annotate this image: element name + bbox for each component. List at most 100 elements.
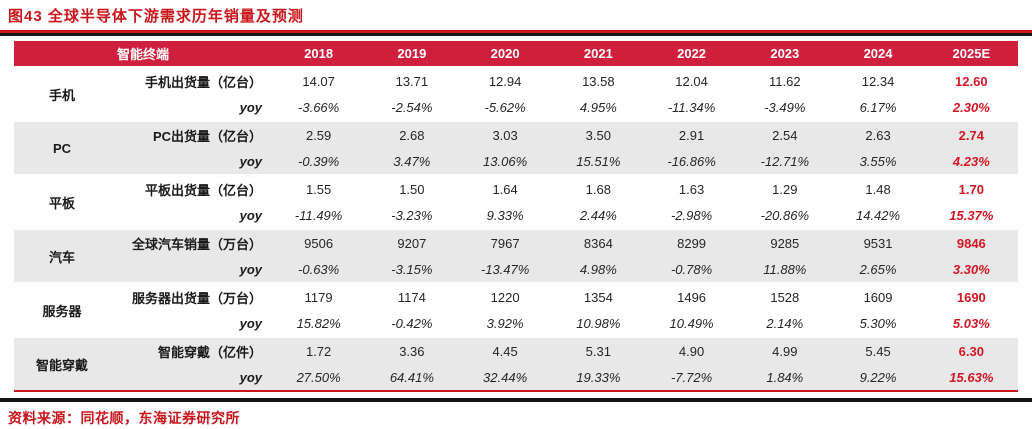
- value-cell: 6.30: [924, 336, 1018, 364]
- metric-label-cell: 平板出货量（亿台）: [110, 174, 273, 202]
- value-cell: 11.62: [738, 66, 832, 94]
- header-cell-year: 2019: [365, 41, 459, 67]
- yoy-value-cell: -2.54%: [391, 99, 433, 115]
- yoy-label-cell: yoy: [239, 315, 263, 331]
- yoy-value-cell: -0.78%: [670, 261, 713, 277]
- yoy-value-cell: 2.14%: [766, 315, 804, 331]
- table-group: 平板 平板出货量（亿台） 1.55 1.50 1.64 1.68 1.63 1.29 1.48 1…: [14, 174, 1018, 229]
- value-cell: 1.63: [644, 174, 739, 202]
- value-cell: 4.45: [458, 336, 552, 364]
- yoy-value-cell: 6.17%: [859, 99, 897, 115]
- yoy-value-cell: -11.49%: [294, 207, 343, 223]
- metric-row: 服务器 服务器出货量（万台） 1179 1174 1220 1354 1496 1528 160…: [14, 282, 1018, 337]
- table-group: 汽车 全球汽车销量（万台） 9506 9207 7967 8364 8299 9285 9531…: [14, 228, 1018, 283]
- value-cell: 2.68: [365, 120, 459, 148]
- yoy-row: yoy 15.82% -0.42% 3.92% 10.98% 10.49% 2.14% 5.3…: [14, 310, 1018, 337]
- category-cell: PC: [14, 120, 110, 175]
- value-cell: 13.58: [551, 66, 645, 94]
- value-cell: 12.34: [831, 66, 925, 94]
- metric-row: 手机 手机出货量（亿台） 14.07 13.71 12.94 13.58 12.04 11.6…: [14, 66, 1018, 121]
- value-cell: 3.03: [458, 120, 552, 148]
- yoy-label-cell: yoy: [239, 153, 263, 169]
- header-cell-year: 2021: [551, 41, 645, 67]
- yoy-value-cell: 3.47%: [393, 153, 431, 169]
- value-cell: 9531: [831, 228, 925, 256]
- yoy-value-cell: 11.88%: [763, 261, 807, 277]
- figure-title: 图43 全球半导体下游需求历年销量及预测: [8, 8, 304, 25]
- value-cell: 1220: [458, 282, 552, 310]
- yoy-value-cell: 2.65%: [859, 261, 897, 277]
- yoy-value-cell: 4.95%: [579, 99, 617, 115]
- value-cell: 2.54: [738, 120, 832, 148]
- category-cell: 汽车: [14, 228, 110, 283]
- value-cell: 1.50: [365, 174, 459, 202]
- value-cell: 12.04: [644, 66, 739, 94]
- value-cell: 13.71: [365, 66, 459, 94]
- yoy-label-cell: yoy: [239, 207, 263, 223]
- yoy-value-cell: -0.39%: [298, 153, 340, 169]
- value-cell: 1.70: [924, 174, 1018, 202]
- value-cell: 2.59: [272, 120, 366, 148]
- yoy-value-cell: -7.72%: [670, 369, 713, 385]
- yoy-value-cell: 5.30%: [859, 315, 897, 331]
- value-cell: 5.45: [831, 336, 925, 364]
- value-cell: 1.48: [831, 174, 925, 202]
- yoy-value-cell: -13.47%: [480, 261, 530, 277]
- value-cell: 1.29: [738, 174, 832, 202]
- value-cell: 1354: [551, 282, 645, 310]
- value-cell: 8299: [644, 228, 739, 256]
- value-cell: 1496: [644, 282, 739, 310]
- yoy-row: yoy -11.49% -3.23% 9.33% 2.44% -2.98% -20.86% 1…: [14, 202, 1018, 229]
- yoy-value-cell: 3.30%: [952, 261, 990, 277]
- value-cell: 2.74: [924, 120, 1018, 148]
- yoy-value-cell: 2.30%: [952, 99, 990, 115]
- header-cell-year: 2020: [458, 41, 552, 67]
- yoy-value-cell: 5.03%: [952, 315, 990, 331]
- yoy-value-cell: 15.37%: [949, 207, 994, 223]
- yoy-value-cell: 10.49%: [669, 315, 714, 331]
- yoy-value-cell: -16.86%: [667, 153, 716, 169]
- yoy-value-cell: 15.82%: [296, 315, 341, 331]
- value-cell: 9285: [738, 228, 832, 256]
- value-cell: 3.50: [551, 120, 645, 148]
- table-group: 手机 手机出货量（亿台） 14.07 13.71 12.94 13.58 12.04 11.6…: [14, 66, 1018, 121]
- yoy-value-cell: 3.92%: [486, 315, 524, 331]
- value-cell: 1.68: [551, 174, 645, 202]
- source-note: 资料来源：同花顺，东海证券研究所: [8, 410, 240, 426]
- value-cell: 14.07: [272, 66, 366, 94]
- yoy-value-cell: 4.23%: [952, 153, 990, 169]
- table-header-row: 智能终端 2018 2019 2020 2021 2022 2023 2024 2025E: [14, 41, 1018, 67]
- category-cell: 手机: [14, 66, 110, 121]
- value-cell: 12.60: [924, 66, 1018, 94]
- metric-row: PC PC出货量（亿台） 2.59 2.68 3.03 3.50 2.91 2.54 2.63 2…: [14, 120, 1018, 175]
- yoy-value-cell: -12.71%: [760, 153, 810, 169]
- metric-row: 平板 平板出货量（亿台） 1.55 1.50 1.64 1.68 1.63 1.29 1.48 1…: [14, 174, 1018, 229]
- header-cell-year: 2022: [644, 41, 739, 67]
- yoy-value-cell: -5.62%: [484, 99, 526, 115]
- metric-label-cell: PC出货量（亿台）: [110, 120, 273, 148]
- yoy-value-cell: -0.63%: [298, 261, 340, 277]
- value-cell: 4.99: [738, 336, 832, 364]
- value-cell: 1.55: [272, 174, 366, 202]
- yoy-row: yoy -3.66% -2.54% -5.62% 4.95% -11.34% -3.49% 6…: [14, 94, 1018, 121]
- yoy-value-cell: 13.06%: [483, 153, 528, 169]
- yoy-value-cell: -3.66%: [298, 99, 340, 115]
- yoy-value-cell: 14.42%: [855, 207, 901, 223]
- value-cell: 9207: [365, 228, 459, 256]
- category-cell: 智能穿戴: [14, 336, 110, 390]
- demand-table-container: 智能终端 2018 2019 2020 2021 2022 2023 2024 2025E 手…: [14, 41, 1018, 392]
- yoy-value-cell: 9.33%: [486, 207, 524, 223]
- value-cell: 1690: [924, 282, 1018, 310]
- yoy-value-cell: -3.49%: [764, 99, 806, 115]
- metric-label-cell: 全球汽车销量（万台）: [110, 228, 273, 256]
- yoy-value-cell: 19.33%: [576, 369, 621, 385]
- category-cell: 服务器: [14, 282, 110, 337]
- value-cell: 8364: [551, 228, 645, 256]
- yoy-value-cell: 1.84%: [766, 369, 804, 385]
- value-cell: 2.91: [644, 120, 739, 148]
- yoy-label-cell: yoy: [239, 261, 263, 277]
- yoy-value-cell: -0.42%: [391, 315, 433, 331]
- value-cell: 1179: [272, 282, 366, 310]
- value-cell: 9506: [272, 228, 366, 256]
- value-cell: 4.90: [644, 336, 739, 364]
